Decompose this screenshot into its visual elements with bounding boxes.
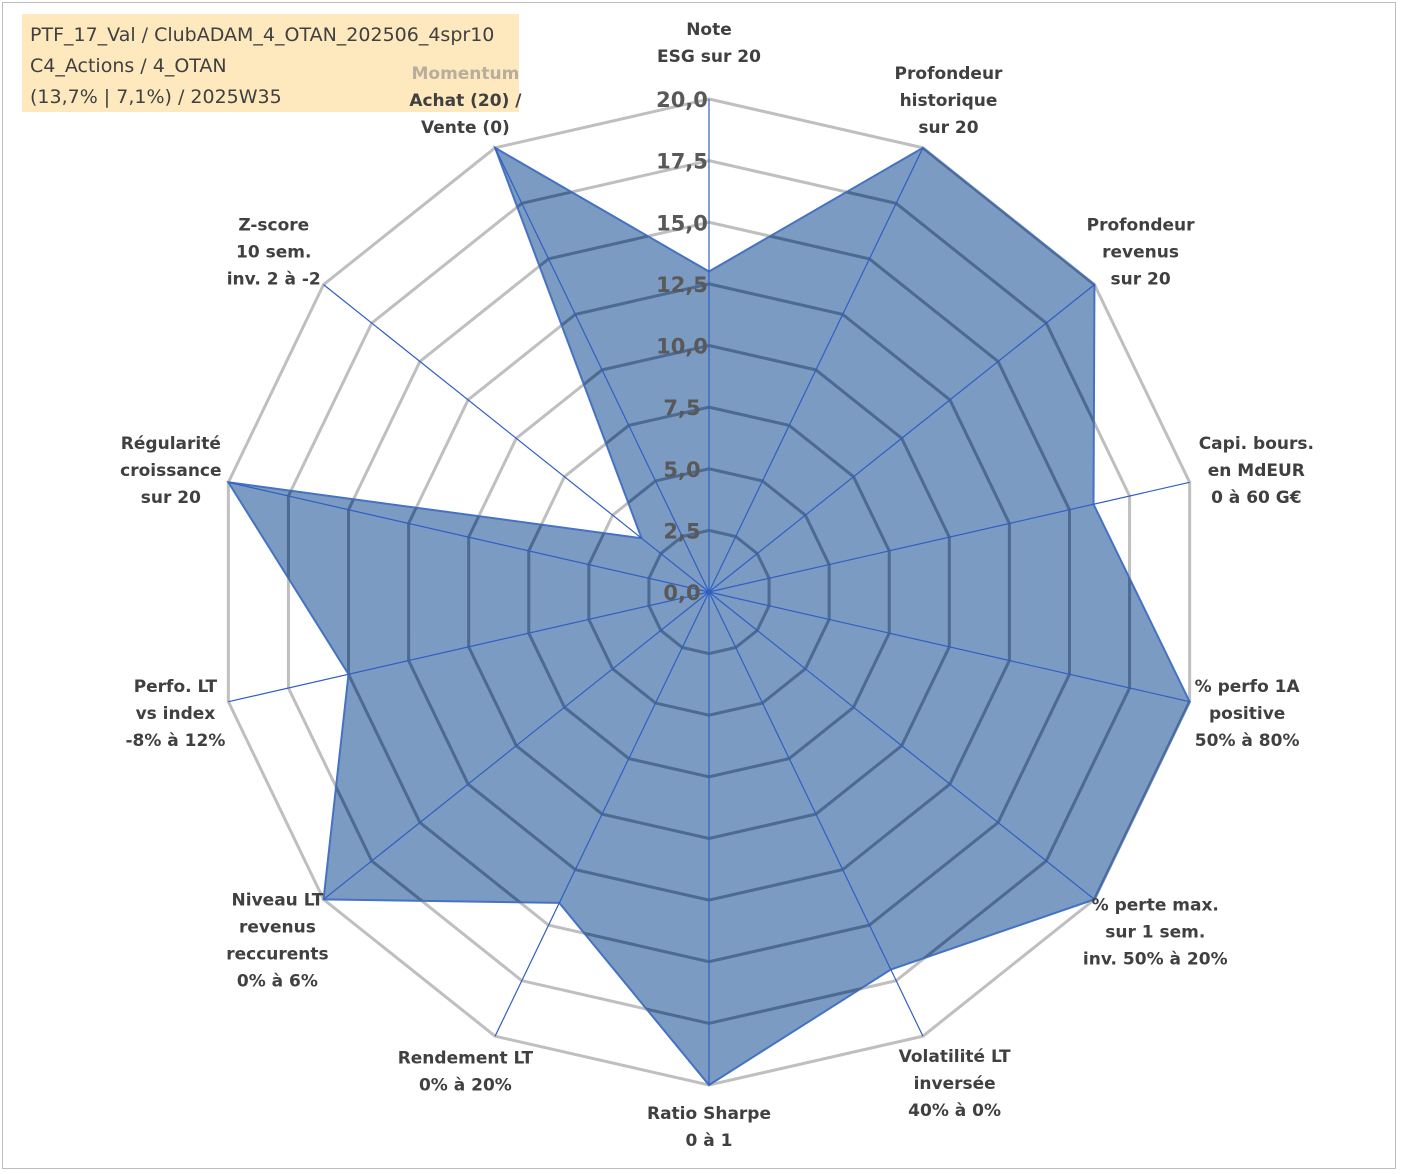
tick-label: 0,0 bbox=[663, 581, 700, 605]
axis-label-line: inv. 2 à -2 bbox=[227, 269, 321, 289]
axis-label-line: Ratio Sharpe bbox=[647, 1104, 771, 1124]
tick-label: 5,0 bbox=[663, 458, 700, 482]
axis-label-8: Ratio Sharpe 0 à 1 bbox=[647, 1104, 771, 1151]
axis-label-9: Rendement LT 0% à 20% bbox=[398, 1048, 534, 1095]
axis-spoke-12 bbox=[228, 481, 710, 593]
axis-label-line: Capi. bours. bbox=[1199, 434, 1314, 454]
tick-label: 2,5 bbox=[663, 519, 700, 543]
axis-label-line: inversée bbox=[914, 1074, 996, 1094]
tick-label: 17,5 bbox=[656, 150, 708, 174]
axis-label-line: croissance bbox=[120, 461, 221, 481]
axis-spoke-5 bbox=[708, 591, 1190, 703]
axis-label-line: 50% à 80% bbox=[1195, 731, 1300, 751]
axis-spokes bbox=[228, 99, 1190, 1085]
axis-label-line: -8% à 12% bbox=[125, 731, 225, 751]
axis-label-line: positive bbox=[1209, 704, 1285, 724]
axis-spoke-13 bbox=[323, 284, 710, 593]
axis-label-10: Niveau LT revenus reccurents 0% à 6% bbox=[226, 891, 328, 992]
axis-label-line: % perte max. bbox=[1092, 896, 1219, 916]
axis-label-line: inv. 50% à 20% bbox=[1083, 950, 1228, 970]
portfolio-name: PTF_17_Val / ClubADAM_4_OTAN_202506_4spr… bbox=[30, 24, 495, 46]
portfolio-performance-week: (13,7% | 7,1%) / 2025W35 bbox=[30, 86, 282, 108]
axis-labels: Note ESG sur 20 Profondeur historique sur 20… bbox=[120, 20, 1314, 1151]
axis-label-line: revenus bbox=[239, 918, 316, 938]
axis-label-12: Régularité croissance sur 20 bbox=[120, 434, 221, 508]
axis-label-14: Momentum Achat (20) / Vente (0) bbox=[409, 64, 522, 138]
axis-label-line: en MdEUR bbox=[1208, 461, 1305, 481]
axis-label-line: ESG sur 20 bbox=[657, 47, 761, 67]
axis-label-line: Perfo. LT bbox=[134, 677, 218, 697]
axis-label-line: 0% à 20% bbox=[419, 1075, 512, 1095]
axis-label-line: Volatilité LT bbox=[899, 1047, 1011, 1067]
axis-label-line: 0% à 6% bbox=[237, 972, 318, 992]
axis-spoke-2 bbox=[708, 147, 924, 593]
axis-label-line: sur 20 bbox=[141, 488, 201, 508]
axis-label-line: Note bbox=[686, 20, 732, 40]
tick-label: 15,0 bbox=[656, 211, 708, 235]
axis-spoke-10 bbox=[323, 591, 710, 900]
axis-label-line: historique bbox=[900, 91, 998, 111]
axis-label-line: Profondeur bbox=[1087, 215, 1196, 235]
radial-tick-labels: 0,0 2,5 5,0 7,5 10,0 12,5 15,0 17,5 20,0 bbox=[656, 88, 708, 605]
axis-label-line: vs index bbox=[136, 704, 216, 724]
axis-label-line: sur 1 sem. bbox=[1105, 923, 1205, 943]
axis-label-line: Niveau LT bbox=[232, 891, 324, 911]
axis-label-11: Perfo. LT vs index -8% à 12% bbox=[125, 677, 225, 751]
tick-label: 10,0 bbox=[656, 335, 708, 359]
axis-label-line: Z-score bbox=[238, 215, 309, 235]
axis-label-line: Profondeur bbox=[895, 64, 1004, 84]
axis-label-13: Z-score 10 sem. inv. 2 à -2 bbox=[227, 215, 321, 289]
tick-label: 12,5 bbox=[656, 273, 708, 297]
axis-spoke-4 bbox=[708, 481, 1190, 593]
axis-label-line: 40% à 0% bbox=[908, 1101, 1001, 1121]
axis-label-line: 10 sem. bbox=[236, 242, 311, 262]
axis-label-line: 0 à 60 G€ bbox=[1211, 488, 1302, 508]
axis-label-line: sur 20 bbox=[918, 118, 978, 138]
axis-label-line: Régularité bbox=[121, 434, 221, 454]
axis-label-line: Vente (0) bbox=[421, 118, 510, 138]
axis-label-7: Volatilité LT inversée 40% à 0% bbox=[899, 1047, 1011, 1121]
tick-label: 20,0 bbox=[656, 88, 708, 112]
portfolio-category: C4_Actions / 4_OTAN bbox=[30, 55, 227, 77]
tick-label: 7,5 bbox=[663, 396, 700, 420]
axis-label-5: % perfo 1A positive 50% à 80% bbox=[1195, 677, 1301, 751]
axis-label-line: Achat (20) / bbox=[409, 91, 522, 111]
axis-spoke-3 bbox=[708, 284, 1095, 593]
axis-label-line: reccurents bbox=[226, 945, 328, 965]
axis-spoke-11 bbox=[228, 591, 710, 703]
axis-label-line: Rendement LT bbox=[398, 1048, 534, 1068]
axis-spoke-6 bbox=[708, 591, 1095, 900]
axis-spoke-14 bbox=[494, 147, 710, 593]
axis-label-6: % perte max. sur 1 sem. inv. 50% à 20% bbox=[1083, 896, 1228, 970]
axis-label-line: 0 à 1 bbox=[686, 1131, 733, 1151]
axis-label-3: Profondeur revenus sur 20 bbox=[1087, 215, 1196, 289]
axis-spoke-7 bbox=[708, 591, 924, 1037]
axis-label-line: % perfo 1A bbox=[1195, 677, 1301, 697]
axis-spoke-9 bbox=[494, 591, 710, 1037]
axis-label-2: Profondeur historique sur 20 bbox=[895, 64, 1004, 138]
axis-label-4: Capi. bours. en MdEUR 0 à 60 G€ bbox=[1199, 434, 1314, 508]
portfolio-info-box: PTF_17_Val / ClubADAM_4_OTAN_202506_4spr… bbox=[22, 14, 519, 112]
axis-label-line: revenus bbox=[1102, 242, 1179, 262]
axis-label-line: Momentum bbox=[411, 64, 519, 84]
axis-label-1: Note ESG sur 20 bbox=[657, 20, 761, 67]
axis-label-line: sur 20 bbox=[1110, 269, 1170, 289]
